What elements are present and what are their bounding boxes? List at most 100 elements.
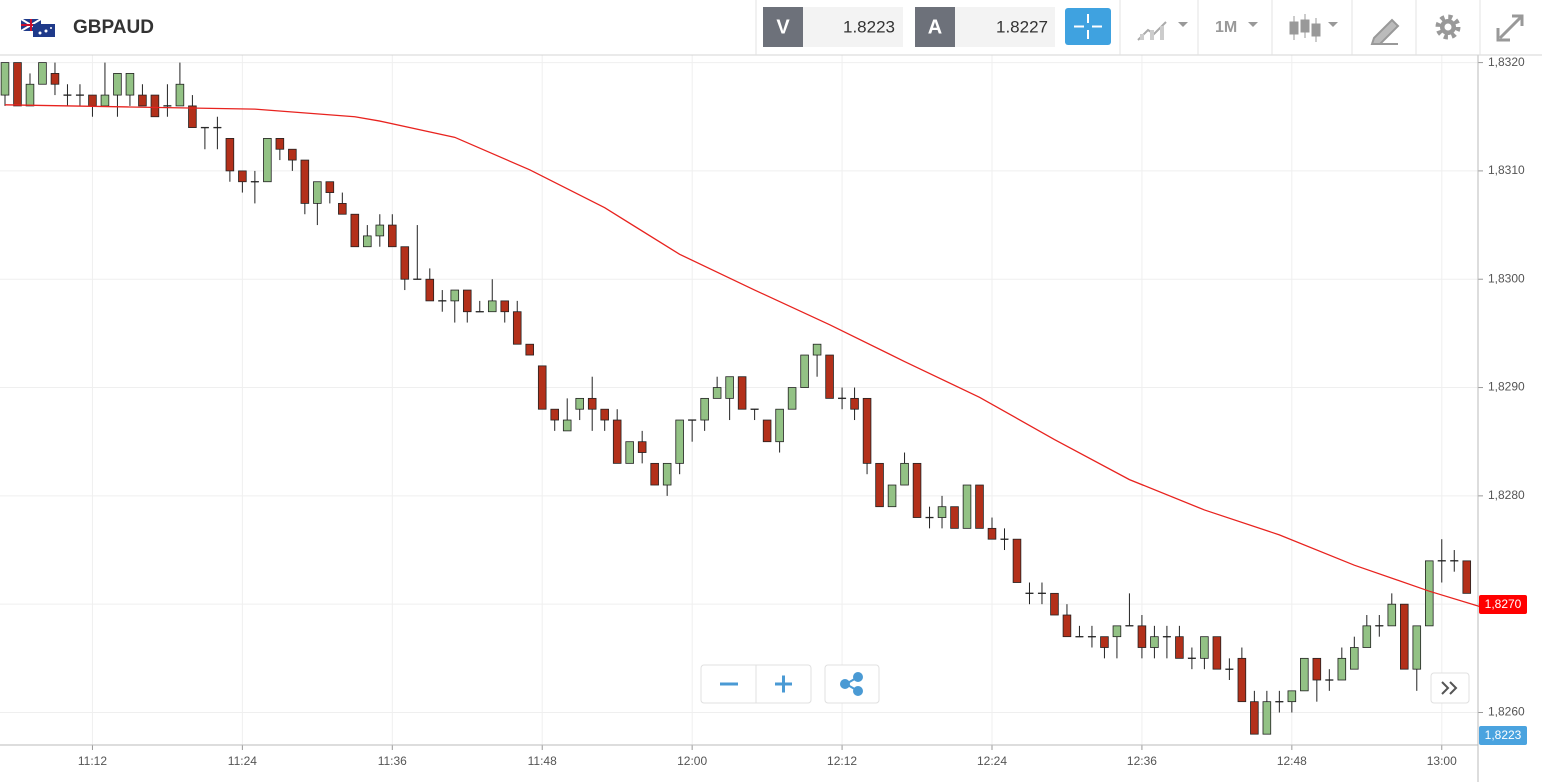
candle-body — [1125, 625, 1134, 627]
share-button[interactable] — [840, 672, 863, 696]
candle-body — [388, 224, 397, 248]
candle-body — [462, 289, 472, 313]
timeframe[interactable]: 1M — [1215, 19, 1237, 36]
candle-body — [787, 387, 797, 410]
sell-button[interactable] — [763, 7, 803, 47]
buy-button[interactable] — [915, 7, 955, 47]
candle-body — [700, 397, 709, 421]
candle-body — [750, 408, 759, 410]
settings-button[interactable] — [1435, 14, 1461, 40]
x-tick-label: 11:24 — [228, 754, 257, 768]
candle-body — [1225, 668, 1234, 670]
candle-body — [1387, 603, 1397, 627]
symbol: GBPAUD — [73, 17, 154, 38]
candle-body — [213, 126, 222, 129]
candle-body — [587, 397, 597, 410]
zoom-in-button[interactable] — [775, 675, 792, 693]
candle-body — [338, 202, 347, 215]
candle-body — [263, 138, 272, 183]
candle-body — [800, 354, 809, 388]
candle-body — [288, 148, 297, 161]
scroll-right-button[interactable] — [1441, 681, 1458, 695]
candle-body — [612, 419, 622, 464]
candle-body — [425, 278, 435, 302]
x-tick-label: 11:48 — [528, 754, 557, 768]
candle-body — [1112, 625, 1122, 638]
candle-body — [838, 397, 847, 400]
sell-label: V — [776, 16, 790, 38]
candle-body — [625, 441, 634, 464]
candle-body — [63, 94, 72, 96]
overlay-price-label: 1,8270 — [1485, 597, 1522, 611]
plot-area: 11:12 11:24 11:36 11:48 12:00 12:12 12:24 12:36… — [0, 55, 1525, 782]
x-tick-label: 12:24 — [977, 754, 1007, 768]
candle-body — [1412, 625, 1422, 670]
candle-body — [1350, 647, 1359, 670]
candle-body — [1287, 690, 1297, 703]
candle-body — [1200, 636, 1209, 659]
candle-body — [1450, 560, 1459, 562]
x-tick-label: 11:36 — [378, 754, 407, 768]
candle-body — [300, 159, 310, 204]
x-tick-label: 13:00 — [1427, 754, 1457, 768]
candle-body — [200, 126, 209, 129]
candle-body — [762, 419, 772, 443]
candle-body — [725, 376, 734, 399]
candle-body — [812, 343, 822, 356]
candle-body — [113, 73, 122, 96]
candle-body — [575, 397, 584, 410]
candle-body — [1462, 560, 1472, 594]
timeframe-arrow — [1248, 22, 1258, 27]
candle-body — [1162, 636, 1171, 638]
buy-label: A — [928, 16, 942, 38]
chart-type-button[interactable] — [1137, 21, 1188, 41]
candle-body — [912, 462, 922, 518]
sell-price: 1.8223 — [843, 17, 895, 36]
candle-body — [250, 181, 259, 183]
candle-body — [400, 246, 410, 280]
candle-body — [438, 300, 447, 302]
current-price-label: 1,8223 — [1485, 728, 1522, 742]
candle-body — [775, 408, 784, 443]
candle-body — [712, 387, 722, 399]
candle-body — [413, 278, 422, 280]
candle-body — [225, 138, 235, 172]
candle-body — [450, 289, 460, 302]
candle-body — [875, 462, 884, 508]
candle-body — [1237, 657, 1247, 703]
crosshair-icon — [1074, 14, 1102, 39]
candle-body — [1062, 614, 1072, 638]
candle-body — [1037, 592, 1046, 595]
candle-body — [737, 376, 747, 410]
candle-body — [13, 62, 22, 107]
candle-body — [1325, 679, 1334, 681]
candle-body — [1312, 657, 1322, 681]
candle-body — [138, 94, 147, 107]
x-tick-label: 12:48 — [1277, 754, 1307, 768]
fullscreen-button[interactable] — [1496, 14, 1524, 42]
candle-body — [1362, 625, 1372, 648]
overlay-price-badge — [1479, 595, 1527, 614]
candle-body — [900, 462, 909, 486]
candle-body — [1187, 657, 1196, 659]
sell-price-box — [803, 7, 903, 47]
candle-body — [0, 62, 10, 96]
crosshair-button[interactable] — [1065, 8, 1111, 45]
candle-body — [313, 181, 322, 204]
candle-body — [1212, 636, 1222, 670]
draw-tool-button[interactable] — [1370, 18, 1400, 45]
y-tick-label: 1,8290 — [1488, 380, 1525, 394]
candle-body — [1100, 636, 1109, 648]
candle-body — [325, 181, 335, 193]
candle-body — [38, 62, 47, 85]
candle-style-button[interactable] — [1289, 14, 1338, 42]
candle-body — [1025, 592, 1034, 595]
candle-body — [1337, 657, 1347, 681]
flag-icon — [20, 18, 55, 37]
candle-body — [1012, 538, 1022, 583]
y-tick-label: 1,8280 — [1488, 488, 1525, 502]
candle-body — [88, 94, 97, 107]
candle-body — [1250, 701, 1259, 735]
candle-body — [375, 224, 385, 237]
